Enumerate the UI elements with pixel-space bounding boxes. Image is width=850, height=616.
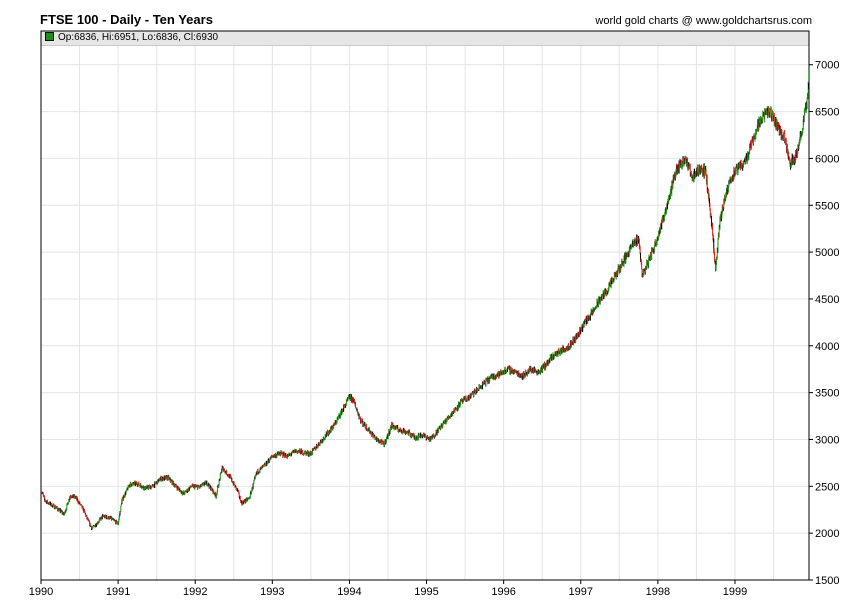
plot-border xyxy=(40,30,810,581)
y-tick-label: 5500 xyxy=(815,200,839,212)
x-tick-label: 1990 xyxy=(29,586,53,598)
x-tick-label: 1994 xyxy=(337,586,361,598)
y-tick-label: 4500 xyxy=(815,294,839,306)
y-tick-label: 6500 xyxy=(815,107,839,119)
x-tick-label: 1992 xyxy=(183,586,207,598)
y-tick-label: 5000 xyxy=(815,247,839,259)
y-tick-label: 2000 xyxy=(815,528,839,540)
y-tick-label: 2500 xyxy=(815,481,839,493)
up-color-swatch-icon xyxy=(45,31,54,41)
x-tick-label: 1995 xyxy=(414,586,438,598)
y-tick-label: 3000 xyxy=(815,434,839,446)
y-tick-label: 1500 xyxy=(815,575,839,587)
source-credit: world gold charts @ www.goldchartsrus.co… xyxy=(595,15,812,27)
y-tick-label: 4000 xyxy=(815,341,839,353)
price-series xyxy=(40,81,810,531)
chart-title: FTSE 100 - Daily - Ten Years xyxy=(40,12,213,27)
y-tick-label: 7000 xyxy=(815,60,839,72)
y-tick-label: 3500 xyxy=(815,388,839,400)
x-tick-label: 1993 xyxy=(260,586,284,598)
x-tick-label: 1998 xyxy=(646,586,670,598)
x-tick-label: 1991 xyxy=(106,586,130,598)
y-tick-label: 6000 xyxy=(815,153,839,165)
x-tick-label: 1996 xyxy=(491,586,515,598)
ohlc-info-bar: Op:6836, Hi:6951, Lo:6836, Cl:6930 xyxy=(41,31,809,46)
x-tick-label: 1999 xyxy=(723,586,747,598)
ohlc-info-text: Op:6836, Hi:6951, Lo:6836, Cl:6930 xyxy=(58,32,219,43)
x-tick-label: 1997 xyxy=(569,586,593,598)
